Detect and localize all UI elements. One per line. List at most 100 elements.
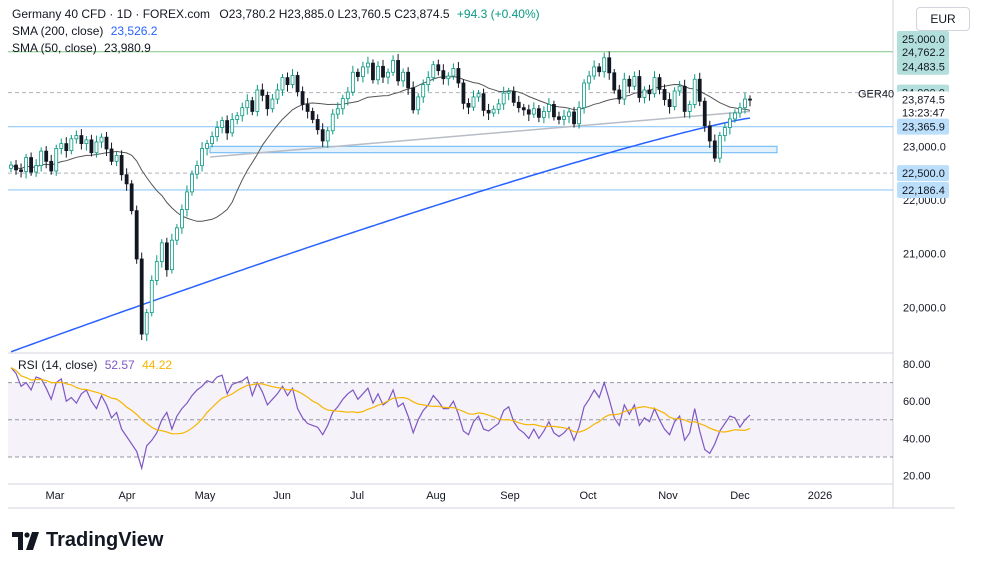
candle-body xyxy=(355,71,360,77)
candle-body xyxy=(250,100,255,112)
candle-body xyxy=(682,85,687,112)
candle-body xyxy=(54,148,59,172)
month-label: Jun xyxy=(273,490,291,502)
candle-body xyxy=(180,209,184,229)
sma200-label: SMA (200, close) xyxy=(12,24,104,38)
candle-body xyxy=(557,116,561,120)
price-badge-bg xyxy=(897,58,949,75)
candle-body xyxy=(401,71,406,82)
candle-body xyxy=(391,60,395,73)
candle-body xyxy=(396,60,400,82)
candle-body xyxy=(662,89,667,101)
candle-body xyxy=(406,71,411,89)
horizontal-levels xyxy=(8,51,893,191)
symbol-title: Germany 40 CFD · 1D · FOREX.com xyxy=(12,7,211,21)
candle-body xyxy=(49,160,54,172)
candle-body xyxy=(240,107,245,117)
candle-body xyxy=(235,115,240,120)
price-badge-bg xyxy=(897,118,949,135)
month-label: Apr xyxy=(118,490,135,502)
month-label: Oct xyxy=(579,490,596,502)
candle-body xyxy=(376,65,380,81)
rsi-tick-label: 40.00 xyxy=(903,433,931,445)
candle-body xyxy=(421,84,426,98)
candle-body xyxy=(582,82,587,109)
candle-body xyxy=(712,140,717,159)
candle-body xyxy=(215,127,220,138)
candle-body xyxy=(536,108,541,118)
candle-body xyxy=(89,139,94,154)
candle-body xyxy=(104,136,109,150)
candle-body xyxy=(245,100,250,109)
candle-body xyxy=(64,143,69,151)
symbol-header: Germany 40 CFD · 1D · FOREX.com O23,780.… xyxy=(12,7,540,21)
rsi-legend[interactable]: RSI (14, close) 52.57 44.22 xyxy=(18,358,172,372)
candle-body xyxy=(325,130,330,142)
sma50-label: SMA (50, close) xyxy=(12,41,97,55)
candle-body xyxy=(627,78,632,87)
candle-body xyxy=(642,89,647,98)
candle-body xyxy=(531,108,536,115)
candle-body xyxy=(738,107,742,114)
price-badge-text: 22,186.4 xyxy=(902,185,945,197)
price-tick-label: 23,000.0 xyxy=(903,141,946,153)
trendline xyxy=(209,110,751,158)
candle-body xyxy=(491,108,496,114)
month-label: Sep xyxy=(500,490,520,502)
sma50-legend[interactable]: SMA (50, close) 23,980.9 xyxy=(12,41,151,55)
candle-body xyxy=(19,169,23,172)
candle-body xyxy=(109,148,114,162)
candle-body xyxy=(486,109,491,114)
candle-body xyxy=(647,89,652,95)
candle-body xyxy=(572,111,576,125)
price-badge-text: 24,483.5 xyxy=(902,62,945,74)
rsi-label: RSI (14, close) xyxy=(18,358,98,372)
candle-body xyxy=(501,92,506,105)
price-badge-text: 23,365.9 xyxy=(902,122,945,134)
candle-body xyxy=(526,109,531,115)
candlestick-series xyxy=(9,51,752,342)
month-label: Dec xyxy=(730,490,750,502)
rsi-value: 52.57 xyxy=(104,358,135,372)
rsi-ma-line xyxy=(10,367,751,435)
price-tick-label: 22,000.0 xyxy=(903,195,946,207)
month-label: 2026 xyxy=(808,490,832,502)
candle-body xyxy=(516,101,521,109)
candle-body xyxy=(607,57,612,74)
candle-body xyxy=(717,135,722,159)
price-change: +94.3 (+0.40%) xyxy=(456,7,540,21)
candle-body xyxy=(200,148,204,167)
candle-body xyxy=(275,89,280,100)
candle-body xyxy=(320,129,325,142)
candle-body xyxy=(280,77,285,91)
brand-name: TradingView xyxy=(46,529,164,551)
candle-body xyxy=(632,76,637,87)
candle-body xyxy=(511,91,516,103)
candle-body xyxy=(476,93,481,98)
candle-body xyxy=(164,242,169,271)
sma50-value: 23,980.9 xyxy=(104,41,151,55)
candle-body xyxy=(149,280,154,314)
sma200-layer xyxy=(10,117,751,353)
sma200-legend[interactable]: SMA (200, close) 23,526.2 xyxy=(12,24,157,38)
candle-body xyxy=(220,120,225,128)
candle-body xyxy=(154,261,159,281)
candle-body xyxy=(506,91,511,94)
month-label: Jul xyxy=(350,490,364,502)
rsi-tick-label: 20.00 xyxy=(903,471,931,483)
candle-body xyxy=(159,242,164,263)
price-tick-label: 21,000.0 xyxy=(903,249,946,261)
candle-body xyxy=(69,138,74,151)
candle-body xyxy=(426,77,431,86)
currency-button[interactable]: EUR xyxy=(916,7,970,31)
candle-body xyxy=(84,139,89,145)
candle-body xyxy=(707,125,712,142)
candle-body xyxy=(602,57,607,73)
price-tick-label: 20,000.0 xyxy=(903,302,946,314)
candle-body xyxy=(205,143,209,149)
candle-body xyxy=(451,68,456,77)
candle-body xyxy=(295,75,300,92)
candle-body xyxy=(315,119,320,131)
month-label: Aug xyxy=(426,490,446,502)
